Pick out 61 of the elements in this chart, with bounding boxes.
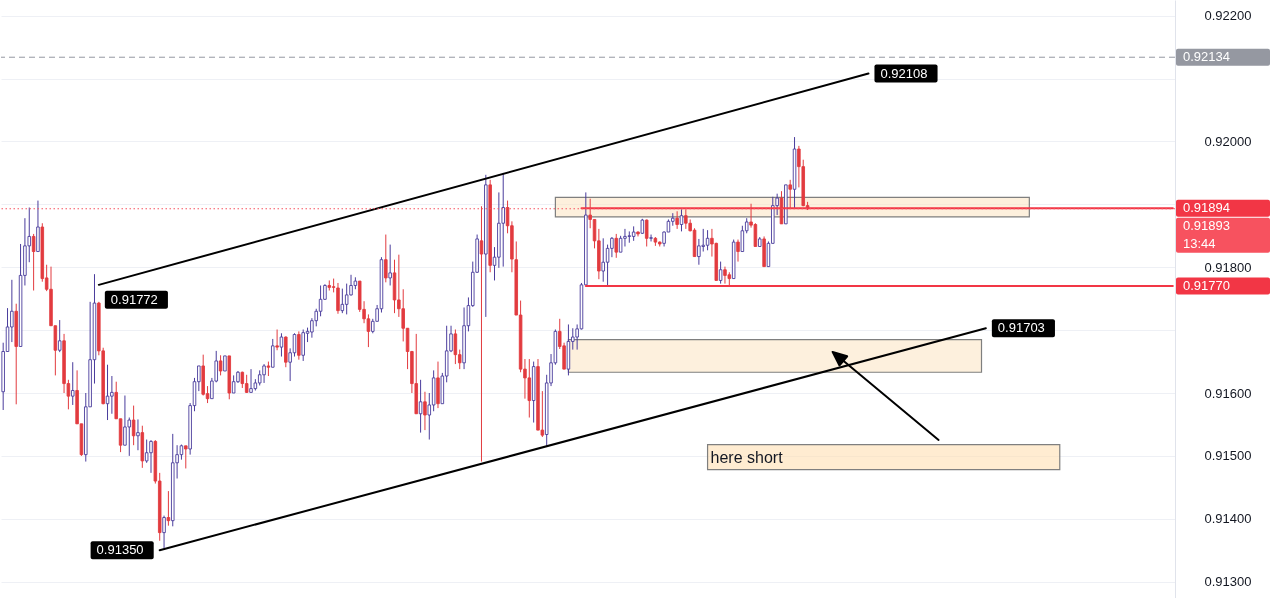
data-label: 0.91772 bbox=[110, 291, 158, 307]
data-label: 0.91894 bbox=[1183, 200, 1230, 216]
candlestick bbox=[705, 229, 710, 251]
candlestick bbox=[679, 208, 684, 232]
candlestick bbox=[527, 358, 532, 419]
data-label: 0.92108 bbox=[880, 65, 928, 81]
candlestick bbox=[627, 230, 632, 244]
candlestick bbox=[123, 395, 127, 446]
candlestick bbox=[336, 282, 340, 315]
y-tick-label: 0.91500 bbox=[1204, 448, 1252, 464]
candlestick bbox=[262, 363, 266, 384]
candlestick bbox=[736, 239, 740, 263]
candlestick bbox=[279, 332, 284, 358]
data-label: 0.91350 bbox=[96, 542, 144, 558]
data-label: 0.91703 bbox=[997, 320, 1045, 336]
candlestick bbox=[271, 338, 275, 368]
candlestick bbox=[318, 284, 323, 317]
candlestick bbox=[297, 330, 301, 361]
candlestick bbox=[501, 172, 505, 268]
candlestick bbox=[740, 225, 745, 253]
candlestick bbox=[384, 234, 388, 283]
y-tick-label: 0.91400 bbox=[1204, 511, 1252, 527]
candlestick bbox=[110, 375, 114, 415]
candlestick bbox=[697, 238, 701, 266]
candlestick bbox=[684, 208, 688, 230]
candlestick bbox=[788, 179, 792, 209]
candlestick bbox=[166, 490, 171, 527]
annotation: here short bbox=[710, 448, 784, 466]
y-tick-label: 0.91300 bbox=[1204, 574, 1252, 590]
candlestick bbox=[388, 244, 392, 286]
y-tick-label: 0.91600 bbox=[1204, 385, 1252, 401]
candlestick bbox=[418, 379, 423, 434]
candlestick bbox=[644, 218, 649, 247]
candlestick bbox=[149, 439, 153, 474]
candlestick bbox=[718, 261, 723, 285]
candlestick bbox=[218, 354, 223, 376]
candlestick bbox=[423, 391, 427, 431]
y-tick-label: 0.92200 bbox=[1204, 8, 1252, 24]
candlestick bbox=[249, 368, 253, 393]
candlestick bbox=[723, 266, 727, 285]
data-label: 0.91770 bbox=[1183, 278, 1230, 294]
candlestick bbox=[136, 418, 140, 451]
y-tick-label: 0.91800 bbox=[1204, 259, 1252, 275]
candlestick bbox=[162, 515, 166, 549]
candlestick bbox=[453, 329, 458, 365]
candlestick bbox=[479, 205, 484, 463]
candlestick bbox=[675, 210, 679, 230]
candlestick bbox=[275, 329, 279, 351]
candlestick bbox=[31, 233, 36, 292]
candlestick bbox=[301, 329, 305, 362]
candlestick bbox=[57, 319, 62, 353]
candlestick bbox=[344, 283, 349, 315]
candlestick bbox=[340, 288, 345, 314]
y-tick-label: 0.92000 bbox=[1204, 133, 1252, 149]
candlestick bbox=[614, 233, 619, 259]
candlestick bbox=[131, 405, 136, 446]
candlestick bbox=[184, 445, 188, 469]
ref-line-label: 0.91893 13:44 bbox=[1183, 218, 1230, 252]
ref-line-label: 0.92134 bbox=[1183, 49, 1230, 65]
candlestick bbox=[70, 361, 75, 406]
candlestick bbox=[649, 234, 653, 242]
